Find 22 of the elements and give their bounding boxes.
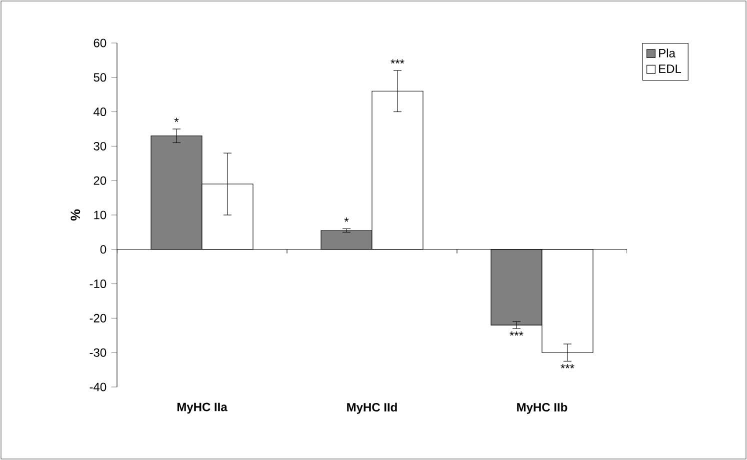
x-tick-label: MyHC IIa [177,402,228,414]
x-tick-label: MyHC IId [347,402,397,414]
y-tick-label: -20 [90,314,106,322]
annotation: * [344,218,349,222]
annotation: *** [560,364,574,368]
y-tick-label: 0 [100,245,106,254]
y-tick-label: -40 [90,382,106,392]
y-tick-label: 30 [94,142,106,150]
y-tick-label: -10 [90,280,106,288]
y-tick-label: 10 [94,210,106,220]
y-axis-title: % [70,209,80,221]
legend-label: EDL [659,64,682,73]
annotation: *** [510,331,524,336]
y-tick-label: 50 [94,73,106,82]
y-tick-label: 40 [94,108,106,116]
x-tick-label: MyHC IIb [517,402,568,414]
annotation: *** [390,59,404,64]
annotation: * [174,118,179,122]
y-tick-label: 60 [94,38,106,48]
legend-label: Pla [659,48,676,58]
y-tick-label: 20 [94,176,106,185]
y-tick-label: -30 [90,348,106,357]
